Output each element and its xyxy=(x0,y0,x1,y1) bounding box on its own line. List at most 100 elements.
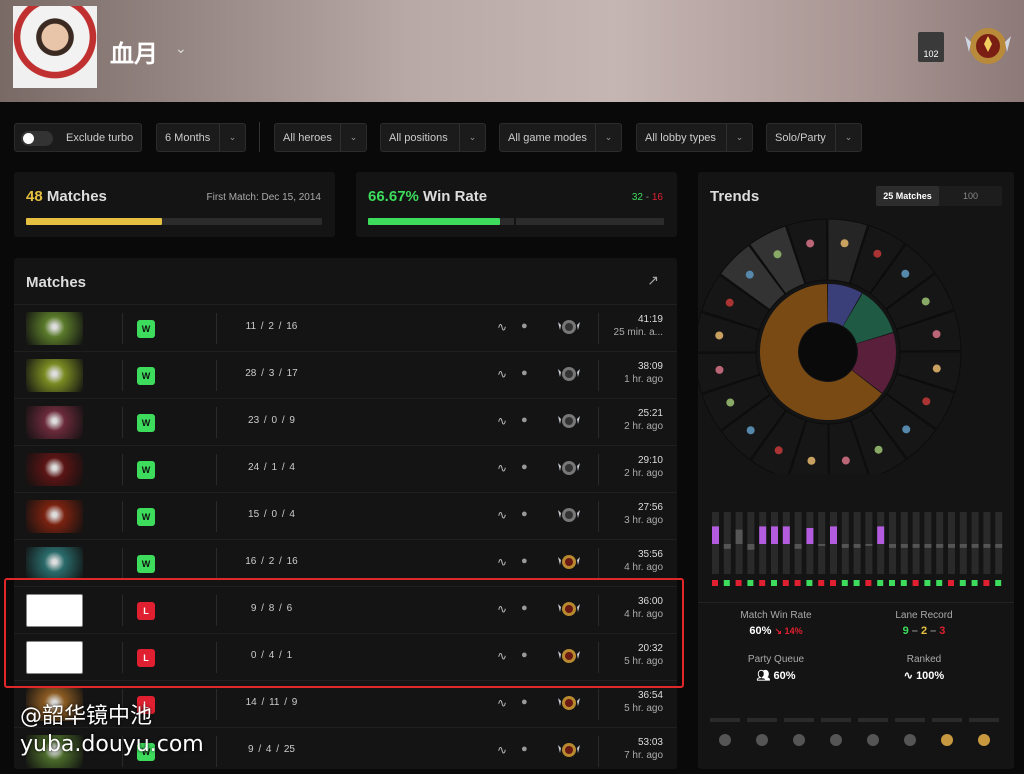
win-rate-fill xyxy=(368,218,516,225)
hero-portrait[interactable] xyxy=(26,406,83,439)
trend-bar xyxy=(759,526,767,544)
tab-100-matches[interactable]: 100 xyxy=(962,191,979,201)
trend-bar xyxy=(841,544,849,548)
hero-icon xyxy=(921,297,930,306)
chevron-down-icon[interactable]: ⌄ xyxy=(175,40,187,56)
win-loss-record: 32 - 16 xyxy=(631,192,663,203)
match-row[interactable]: L 14 / 11 / 9 ∿ ● 36:54 5 hr. ago xyxy=(14,680,677,727)
rank-medal-icon xyxy=(558,743,580,757)
exclude-turbo-toggle[interactable]: Exclude turbo xyxy=(14,123,142,152)
lobby-types-select[interactable]: All lobby types ⌄ xyxy=(636,123,753,152)
position-slice[interactable] xyxy=(843,293,894,344)
chevron-down-icon: ⌄ xyxy=(340,124,366,151)
hero-portrait[interactable] xyxy=(26,359,83,392)
match-row[interactable]: W 11 / 2 / 16 ∿ ● 41:19 25 min. a... xyxy=(14,304,677,351)
result-badge: W xyxy=(137,508,155,526)
trend-bar-bg xyxy=(936,512,944,574)
trend-bar-bg xyxy=(995,512,1003,574)
match-row[interactable]: W 23 / 0 / 9 ∿ ● 25:21 2 hr. ago xyxy=(14,398,677,445)
tab-25-matches[interactable]: 25 Matches xyxy=(876,186,939,206)
trend-bar xyxy=(912,544,920,548)
hero-portrait[interactable] xyxy=(26,547,83,580)
divider xyxy=(216,595,217,626)
match-row[interactable]: W 28 / 3 / 17 ∿ ● 38:09 1 hr. ago xyxy=(14,351,677,398)
match-row[interactable]: L 9 / 8 / 6 ∿ ● 36:00 4 hr. ago xyxy=(14,586,677,633)
hero-ring-segment[interactable] xyxy=(896,351,962,393)
trend-bar-bg xyxy=(983,512,991,574)
hero-ring-segment[interactable] xyxy=(719,244,786,311)
positions-select[interactable]: All positions ⌄ xyxy=(380,123,486,152)
hero-ring-segment[interactable] xyxy=(750,410,807,474)
result-marker xyxy=(865,580,872,586)
player-name[interactable]: 血月 xyxy=(110,40,158,68)
hero-ring-segment[interactable] xyxy=(886,373,956,430)
wheel-center xyxy=(799,323,857,381)
hero-ring-segment[interactable] xyxy=(850,409,907,474)
hero-ring-segment[interactable] xyxy=(870,393,937,460)
match-row[interactable]: W 9 / 4 / 25 ∿ ● 53:03 7 hr. ago xyxy=(14,727,677,774)
hero-ring-segment[interactable] xyxy=(698,311,760,353)
matches-count-heading: 48 Matches xyxy=(26,188,107,205)
party-icon: 👥︎ xyxy=(756,670,771,682)
chevron-down-icon: ⌄ xyxy=(835,124,861,151)
trend-bar-bg xyxy=(841,512,849,574)
hero-ring-segment[interactable] xyxy=(720,394,787,461)
divider xyxy=(216,360,217,391)
hero-portrait[interactable] xyxy=(26,688,83,721)
match-row[interactable]: W 15 / 0 / 4 ∿ ● 27:56 3 hr. ago xyxy=(14,492,677,539)
trend-bar xyxy=(971,544,979,548)
result-marker xyxy=(912,580,919,586)
position-slice[interactable] xyxy=(760,284,882,420)
hero-ring-segment[interactable] xyxy=(828,419,869,474)
rank-history-track xyxy=(710,718,740,722)
result-marker xyxy=(959,580,966,586)
hero-ring-segment[interactable] xyxy=(788,420,829,474)
ranked-icon: ∿ xyxy=(497,649,508,663)
hero-ring-segment[interactable] xyxy=(827,218,869,284)
hero-ring-segment[interactable] xyxy=(701,374,771,431)
hero-ring-segment[interactable] xyxy=(849,224,906,294)
position-slice[interactable] xyxy=(828,284,862,326)
match-row[interactable]: W 16 / 2 / 16 ∿ ● 35:56 4 hr. ago xyxy=(14,539,677,586)
divider xyxy=(122,642,123,673)
match-time: 41:19 25 min. a... xyxy=(613,314,663,338)
hero-portrait[interactable] xyxy=(26,312,83,345)
hero-ring-segment[interactable] xyxy=(895,310,962,352)
trend-bar xyxy=(924,544,932,548)
game-modes-select[interactable]: All game modes ⌄ xyxy=(499,123,622,152)
heroes-select[interactable]: All heroes ⌄ xyxy=(274,123,367,152)
divider xyxy=(216,454,217,485)
player-avatar[interactable] xyxy=(13,6,97,88)
hero-ring-segment[interactable] xyxy=(885,273,955,330)
rank-medal-icon xyxy=(558,320,580,334)
hero-ring-segment[interactable] xyxy=(869,243,936,310)
match-row[interactable]: W 24 / 1 / 4 ∿ ● 29:10 2 hr. ago xyxy=(14,445,677,492)
result-badge: W xyxy=(137,743,155,761)
hero-portrait[interactable] xyxy=(26,735,83,768)
match-row[interactable]: L 0 / 4 / 1 ∿ ● 20:32 5 hr. ago xyxy=(14,633,677,680)
period-select[interactable]: 6 Months ⌄ xyxy=(156,123,246,152)
toggle-switch[interactable] xyxy=(21,131,53,146)
hero-ring-segment[interactable] xyxy=(700,274,770,331)
kda: 24 / 1 / 4 xyxy=(248,462,295,473)
hero-portrait[interactable] xyxy=(26,641,83,674)
result-marker xyxy=(936,580,943,586)
party-select[interactable]: Solo/Party ⌄ xyxy=(766,123,862,152)
result-marker xyxy=(853,580,860,586)
hero-ring-segment[interactable] xyxy=(749,225,806,295)
hero-portrait[interactable] xyxy=(26,594,83,627)
hero-portrait[interactable] xyxy=(26,453,83,486)
win-rate-heading: 66.67% Win Rate xyxy=(368,188,488,205)
hero-portrait[interactable] xyxy=(26,500,83,533)
party-queue-stat: Party Queue 👥︎ 60% xyxy=(747,654,805,682)
hero-ring-segment[interactable] xyxy=(698,352,761,394)
trend-bar xyxy=(712,526,719,544)
hero-icon xyxy=(725,298,734,307)
hero-icon xyxy=(715,331,724,340)
position-slice[interactable] xyxy=(851,333,896,393)
hero-ring-segment[interactable] xyxy=(786,218,828,285)
expand-arrow-icon[interactable]: ↗ xyxy=(647,272,659,288)
hero-icon xyxy=(745,270,754,279)
divider xyxy=(598,360,599,391)
solo-icon: ● xyxy=(521,649,528,661)
